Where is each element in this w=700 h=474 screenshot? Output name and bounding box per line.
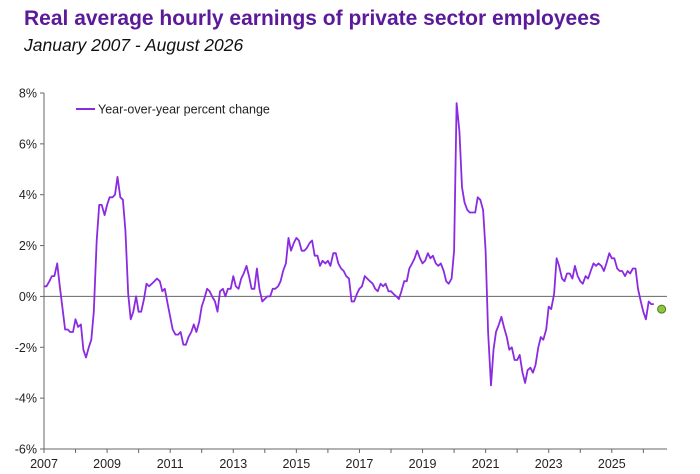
latest-point-marker	[657, 304, 667, 314]
x-axis-ticks: 2007 2009 2011 2013 2015 2017 2019 2021 2023 2025	[30, 449, 644, 471]
y-tick-label: -4%	[15, 392, 37, 406]
x-tick-label: 2015	[282, 457, 310, 471]
x-tick-label: 2025	[598, 457, 626, 471]
legend-label: Year-over-year percent change	[98, 103, 270, 117]
chart-subtitle: January 2007 - August 2026	[24, 35, 244, 55]
plot-area	[44, 102, 667, 387]
x-tick-label: 2007	[30, 457, 58, 471]
x-tick-label: 2017	[346, 457, 374, 471]
x-tick-label: 2011	[157, 457, 184, 471]
y-tick-label: 0%	[19, 290, 37, 304]
x-tick-label: 2021	[472, 457, 500, 471]
y-tick-label: 4%	[19, 188, 37, 202]
x-tick-label: 2019	[409, 457, 437, 471]
x-tick-label: 2023	[535, 457, 563, 471]
y-tick-label: 6%	[19, 137, 37, 151]
y-tick-label: -2%	[15, 341, 37, 355]
y-tick-label: 8%	[19, 87, 37, 101]
legend: Year-over-year percent change	[76, 103, 270, 117]
chart-title: Real average hourly earnings of private …	[24, 7, 601, 30]
y-tick-label: 2%	[19, 239, 37, 253]
x-tick-label: 2009	[93, 457, 121, 471]
series-line	[44, 102, 654, 387]
y-tick-label: -6%	[15, 443, 37, 457]
x-tick-label: 2013	[219, 457, 247, 471]
y-axis-ticks: -6% -4% -2% 0% 2% 4% 6% 8%	[15, 87, 44, 457]
